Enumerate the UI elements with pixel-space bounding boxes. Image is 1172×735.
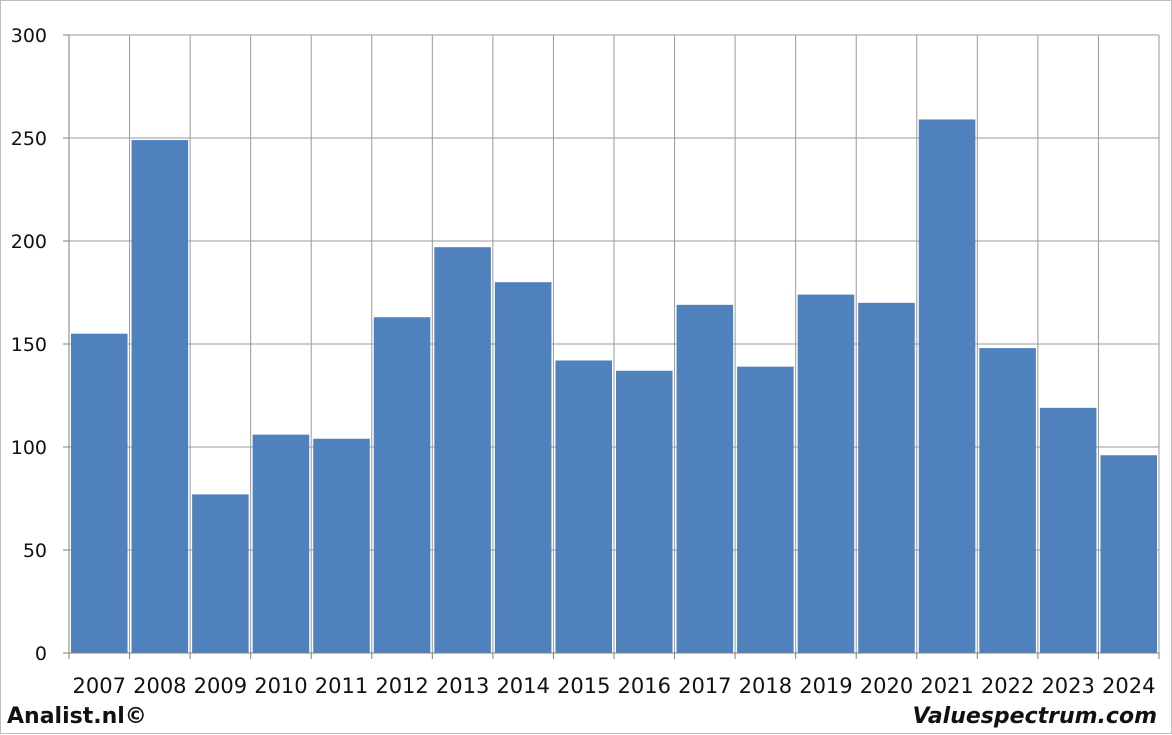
x-tick-label: 2016 bbox=[618, 674, 671, 698]
bar-2024 bbox=[1100, 455, 1157, 653]
bar-2019 bbox=[797, 294, 855, 653]
x-tick-label: 2019 bbox=[799, 674, 852, 698]
bar-2014 bbox=[494, 282, 552, 653]
x-tick-label: 2022 bbox=[981, 674, 1034, 698]
x-tick-label: 2011 bbox=[315, 674, 368, 698]
x-tick-label: 2014 bbox=[496, 674, 549, 698]
source-credit: Analist.nl© bbox=[7, 704, 147, 729]
bar-2015 bbox=[555, 360, 612, 653]
bar-2021 bbox=[918, 119, 976, 653]
bar-2008 bbox=[131, 140, 189, 653]
y-tick-label: 150 bbox=[11, 334, 47, 356]
x-tick-label: 2008 bbox=[133, 674, 186, 698]
x-tick-label: 2012 bbox=[375, 674, 428, 698]
bar-2017 bbox=[676, 304, 734, 653]
x-tick-label: 2010 bbox=[254, 674, 307, 698]
y-tick-label: 200 bbox=[11, 231, 47, 253]
bar-2012 bbox=[373, 317, 431, 653]
bar-2010 bbox=[252, 434, 310, 653]
x-tick-label: 2023 bbox=[1041, 674, 1094, 698]
x-tick-label: 2007 bbox=[73, 674, 126, 698]
y-tick-label: 100 bbox=[11, 437, 47, 459]
x-tick-label: 2020 bbox=[860, 674, 913, 698]
x-tick-label: 2015 bbox=[557, 674, 610, 698]
x-tick-label: 2021 bbox=[920, 674, 973, 698]
bar-2023 bbox=[1039, 407, 1097, 653]
x-tick-label: 2013 bbox=[436, 674, 489, 698]
bar-2020 bbox=[858, 302, 915, 653]
bar-2022 bbox=[979, 348, 1036, 653]
bar-2011 bbox=[313, 438, 370, 653]
y-tick-label: 250 bbox=[11, 128, 47, 150]
bar-2007 bbox=[71, 333, 128, 653]
x-tick-label: 2024 bbox=[1102, 674, 1155, 698]
y-tick-label: 0 bbox=[35, 643, 47, 665]
bar-2009 bbox=[192, 494, 249, 653]
y-tick-label: 50 bbox=[23, 540, 47, 562]
x-tick-label: 2017 bbox=[678, 674, 731, 698]
x-tick-label: 2018 bbox=[739, 674, 792, 698]
bar-2013 bbox=[434, 247, 491, 653]
y-tick-label: 300 bbox=[11, 25, 47, 47]
bar-2016 bbox=[616, 370, 673, 653]
publisher-credit: Valuespectrum.com bbox=[912, 704, 1157, 729]
x-tick-label: 2009 bbox=[194, 674, 247, 698]
bar-2018 bbox=[737, 366, 794, 653]
